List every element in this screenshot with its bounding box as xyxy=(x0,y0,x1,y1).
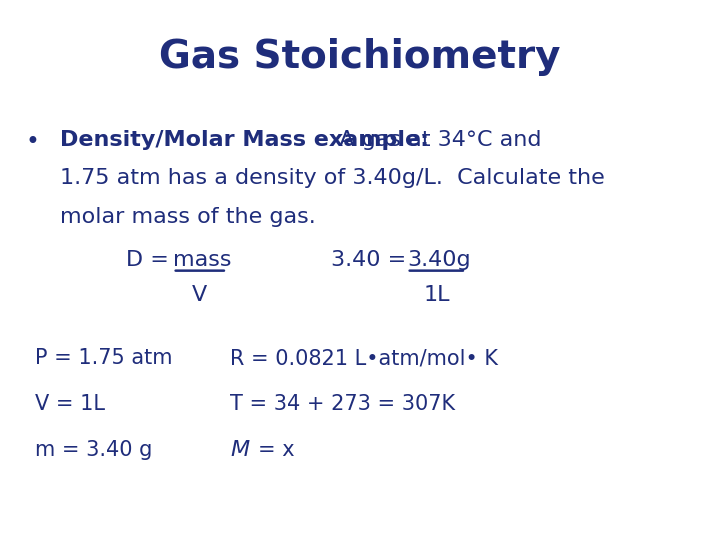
Text: Gas Stoichiometry: Gas Stoichiometry xyxy=(159,38,561,76)
Text: D =: D = xyxy=(126,250,176,270)
Text: 1.75 atm has a density of 3.40g/L.  Calculate the: 1.75 atm has a density of 3.40g/L. Calcu… xyxy=(60,168,605,188)
Text: •: • xyxy=(25,130,39,153)
Text: $\mathbf{\mathit{M}}$: $\mathbf{\mathit{M}}$ xyxy=(230,440,251,460)
Text: Density/Molar Mass example:: Density/Molar Mass example: xyxy=(60,130,429,150)
Text: V: V xyxy=(192,285,207,305)
Text: molar mass of the gas.: molar mass of the gas. xyxy=(60,207,315,227)
Text: V = 1L: V = 1L xyxy=(35,394,104,414)
Text: P = 1.75 atm: P = 1.75 atm xyxy=(35,348,172,368)
Text: = x: = x xyxy=(258,440,294,460)
Text: T = 34 + 273 = 307K: T = 34 + 273 = 307K xyxy=(230,394,456,414)
Text: m = 3.40 g: m = 3.40 g xyxy=(35,440,152,460)
Text: 3.40g: 3.40g xyxy=(407,250,470,270)
Text: R = 0.0821 L•atm/mol• K: R = 0.0821 L•atm/mol• K xyxy=(230,348,498,368)
Text: A gas at 34°C and: A gas at 34°C and xyxy=(325,130,541,150)
Text: 3.40 =: 3.40 = xyxy=(331,250,413,270)
Text: mass: mass xyxy=(173,250,231,270)
Text: 1L: 1L xyxy=(423,285,449,305)
